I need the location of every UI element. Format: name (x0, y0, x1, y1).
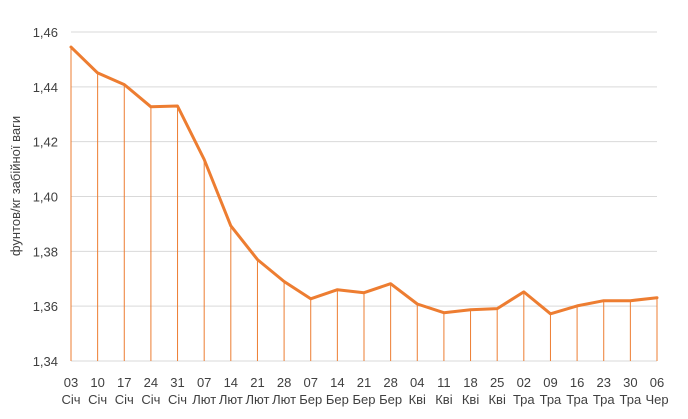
x-tick-label-month: Кві (409, 392, 426, 407)
y-tick-label: 1,42 (33, 135, 58, 150)
x-tick-label-month: Січ (115, 392, 134, 407)
x-tick-label-month: Тра (593, 392, 615, 407)
x-tick-label-month: Кві (462, 392, 479, 407)
x-tick-label-month: Бер (299, 392, 322, 407)
x-tick-label-day: 09 (543, 375, 557, 390)
x-tick-label-day: 11 (437, 375, 451, 390)
x-tick-label-month: Січ (168, 392, 187, 407)
x-tick-label-month: Тра (566, 392, 588, 407)
x-tick-label-month: Січ (141, 392, 160, 407)
x-tick-label-day: 24 (144, 375, 158, 390)
x-tick-label-month: Бер (353, 392, 376, 407)
x-tick-label-month: Кві (435, 392, 452, 407)
x-tick-label-day: 17 (117, 375, 131, 390)
x-tick-label-day: 21 (357, 375, 371, 390)
x-tick-label-month: Лют (219, 392, 243, 407)
x-tick-label-day: 07 (303, 375, 317, 390)
y-tick-label: 1,38 (33, 244, 58, 259)
x-tick-label-month: Січ (88, 392, 107, 407)
x-tick-label-month: Бер (326, 392, 349, 407)
x-tick-label-day: 04 (410, 375, 424, 390)
x-tick-label-day: 07 (197, 375, 211, 390)
y-axis-title: фунтов/кг забійної ваги (8, 116, 23, 256)
x-axis-tick-labels: 03 Січ 10 Січ 17 Січ 24 Січ 31 Січ 07 Лют 14 Лют 21 Лют… (61, 375, 668, 407)
gridlines (71, 31, 657, 362)
x-tick-label-day: 14 (330, 375, 344, 390)
x-tick-label-month: Лют (245, 392, 269, 407)
x-tick-label-day: 03 (64, 375, 78, 390)
x-tick-label-month: Тра (540, 392, 562, 407)
x-tick-label-day: 21 (250, 375, 264, 390)
x-tick-label-month: Чер (645, 392, 668, 407)
x-tick-label-day: 23 (596, 375, 610, 390)
x-tick-label-day: 14 (224, 375, 238, 390)
x-tick-label-day: 28 (383, 375, 397, 390)
series-line (69, 45, 659, 316)
x-tick-label-day: 25 (490, 375, 504, 390)
x-tick-label-month: Бер (379, 392, 402, 407)
x-tick-label-month: Тра (513, 392, 535, 407)
y-tick-label: 1,44 (33, 80, 58, 95)
y-axis-tick-labels: 1,34 1,36 1,38 1,40 1,42 1,44 1,46 (33, 25, 58, 369)
x-tick-label-day: 16 (570, 375, 584, 390)
x-tick-label-month: Лют (192, 392, 216, 407)
x-tick-label-day: 06 (650, 375, 664, 390)
y-tick-label: 1,34 (33, 354, 58, 369)
x-tick-label-day: 18 (463, 375, 477, 390)
x-tick-label-month: Лют (272, 392, 296, 407)
x-tick-label-day: 28 (277, 375, 291, 390)
x-tick-label-month: Кві (488, 392, 505, 407)
y-tick-label: 1,40 (33, 190, 58, 205)
x-tick-label-day: 10 (90, 375, 104, 390)
x-tick-label-day: 30 (623, 375, 637, 390)
x-tick-label-day: 02 (517, 375, 531, 390)
x-tick-label-day: 31 (170, 375, 184, 390)
y-tick-label: 1,36 (33, 299, 58, 314)
x-tick-label-month: Січ (61, 392, 80, 407)
drop-lines (70, 47, 658, 361)
x-tick-label-month: Тра (620, 392, 642, 407)
y-tick-label: 1,46 (33, 25, 58, 40)
